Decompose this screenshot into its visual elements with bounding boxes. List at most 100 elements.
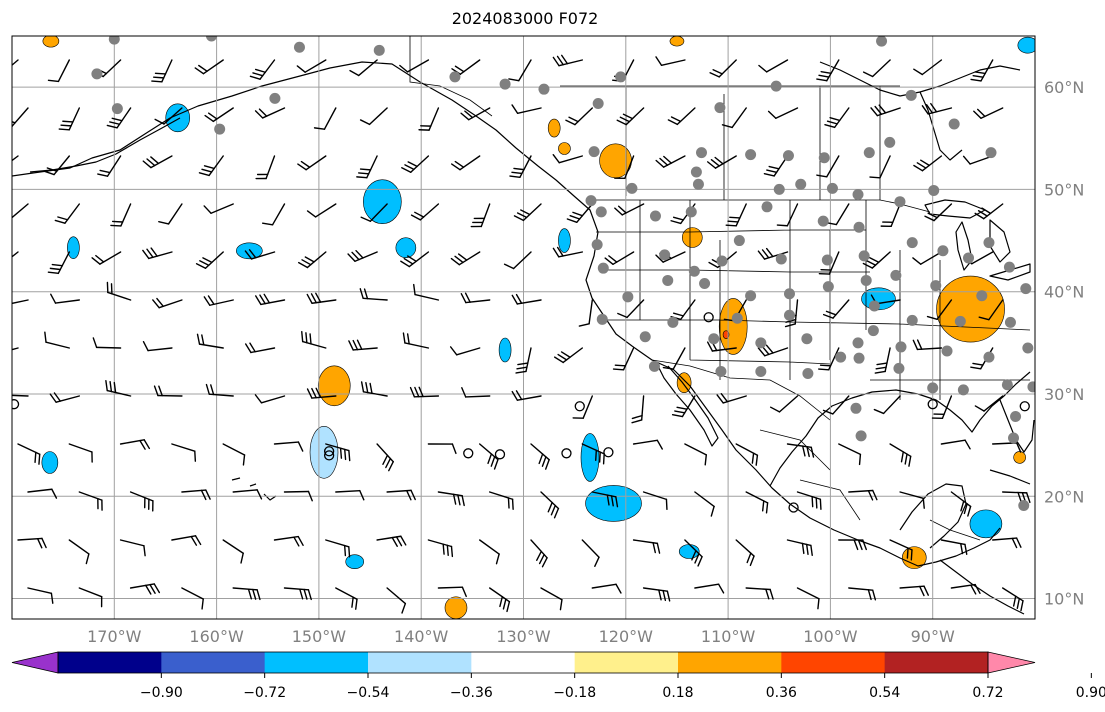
wind-barb — [296, 59, 327, 73]
map-title: 2024083000 F072 — [451, 9, 599, 28]
wind-barb — [203, 295, 234, 306]
wind-barb — [17, 443, 41, 465]
station-dot — [622, 291, 634, 303]
wind-barb — [283, 587, 312, 601]
wind-barb — [12, 347, 19, 351]
wind-barb — [848, 489, 878, 501]
wind-barb — [58, 107, 81, 131]
station-dot — [795, 178, 807, 190]
wind-barb — [222, 539, 244, 564]
station-dot — [662, 274, 674, 286]
alaska-canada-border — [409, 36, 493, 117]
station-dot — [963, 252, 975, 264]
james-bay-outline — [919, 91, 963, 161]
calm-circle — [927, 399, 938, 410]
station-dot — [111, 103, 123, 115]
wind-barb — [924, 203, 953, 222]
colorbar-segment — [264, 652, 369, 673]
station-dot — [930, 280, 942, 292]
wind-barb — [119, 439, 151, 450]
calm-circle — [788, 502, 799, 513]
wind-barb — [552, 54, 583, 67]
wind-barb — [181, 489, 211, 501]
anomaly-region — [236, 242, 263, 260]
wind-barb — [973, 107, 1004, 119]
station-circle-layer — [12, 312, 1030, 513]
wind-barb — [413, 283, 440, 301]
station-dot — [1010, 410, 1022, 422]
longitude-label: 160°W — [189, 627, 244, 646]
station-dot — [597, 262, 609, 274]
wind-barb — [313, 107, 337, 130]
wind-barb — [27, 587, 54, 604]
wind-barb — [572, 395, 593, 419]
wind-barb — [1002, 587, 1024, 612]
wind-barb — [306, 203, 337, 218]
wind-barb — [511, 293, 542, 305]
lake-michigan-outline — [955, 221, 973, 271]
calm-circle — [703, 312, 714, 323]
colorbar-tick-label: −0.18 — [553, 685, 596, 701]
wind-barb — [376, 535, 407, 547]
wind-barb — [129, 583, 161, 595]
calm-circle — [463, 448, 474, 459]
calm-circle — [603, 447, 614, 458]
wind-barb — [796, 587, 820, 610]
wind-barb — [552, 246, 583, 258]
wind-barb — [758, 59, 789, 73]
wind-barb — [154, 107, 183, 125]
wind-barb — [43, 155, 71, 176]
wind-barb — [360, 381, 388, 397]
central-america-outline — [939, 559, 1025, 615]
wind-barb — [105, 379, 132, 397]
wind-barb — [47, 251, 71, 275]
wind-barb — [301, 330, 327, 349]
station-dot — [893, 362, 905, 374]
wind-barb — [767, 107, 799, 120]
wind-barb — [12, 203, 29, 219]
florida-outline — [999, 399, 1035, 453]
station-dot — [983, 351, 995, 363]
station-dot — [1008, 432, 1020, 444]
station-dot — [755, 365, 767, 377]
wind-barb — [912, 339, 943, 351]
wind-barb — [386, 489, 416, 501]
wind-barb — [205, 383, 234, 397]
anomaly-region — [165, 103, 191, 133]
wind-barb — [873, 395, 901, 415]
station-dot-layer — [91, 36, 1035, 511]
station-dot — [293, 41, 305, 53]
station-dot — [716, 255, 728, 267]
anomaly-region — [317, 365, 351, 407]
wind-barb — [451, 155, 481, 171]
station-dot — [588, 146, 600, 158]
wind-barb — [874, 347, 891, 374]
calm-circle — [1019, 401, 1030, 412]
station-dot — [835, 351, 847, 363]
wind-barb — [12, 59, 19, 67]
longitude-label: 140°W — [394, 627, 449, 646]
wind-barb — [889, 443, 912, 467]
wind-barb — [913, 155, 943, 172]
wind-barb — [553, 347, 583, 364]
map-frame — [11, 35, 1036, 620]
calm-circle — [574, 401, 585, 412]
wind-barb — [437, 491, 465, 507]
wind-barb — [667, 107, 696, 126]
wind-barb — [489, 587, 511, 613]
colorbar-segment — [58, 652, 162, 673]
wind-barb — [816, 155, 840, 178]
latitude-label: 60°N — [1044, 78, 1084, 97]
station-dot — [928, 184, 940, 196]
station-dot — [688, 265, 700, 277]
wind-barb — [614, 155, 635, 180]
wind-barb — [530, 539, 548, 568]
wind-barb — [721, 107, 747, 129]
wind-barb — [359, 288, 388, 301]
wind-barb — [515, 347, 532, 374]
wind-barb — [110, 203, 132, 227]
wind-barb — [437, 586, 467, 598]
anomaly-region — [681, 227, 703, 248]
wind-barb — [244, 342, 276, 354]
station-dot — [1001, 379, 1013, 391]
